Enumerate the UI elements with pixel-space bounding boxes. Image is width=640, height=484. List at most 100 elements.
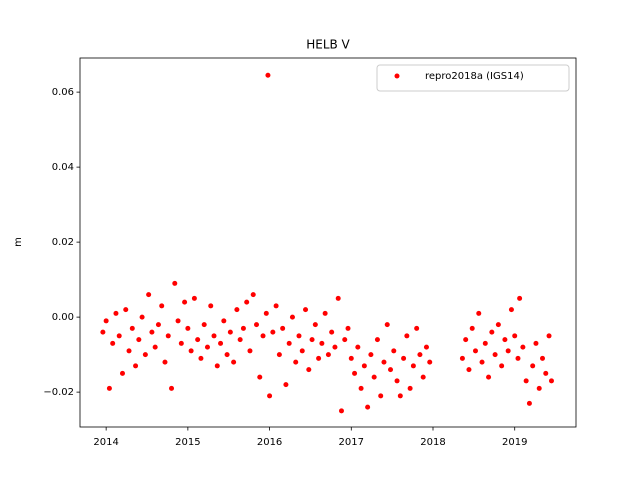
point [198,355,204,361]
point [162,359,168,365]
point [175,318,181,324]
point [499,363,505,369]
legend-label: repro2018a (IGS14) [425,71,524,82]
point [149,329,155,335]
point [286,340,292,346]
point [106,385,112,391]
legend-box [376,64,570,92]
x-tick-label: 2014 [93,437,118,448]
point [257,374,263,380]
point [469,325,475,331]
point [482,340,488,346]
point [283,382,289,388]
point [218,340,224,346]
point [410,363,416,369]
point [319,340,325,346]
point [512,333,518,339]
point [182,299,188,305]
point [423,344,429,350]
point [548,378,554,384]
point [139,314,145,320]
x-tick-label: 2015 [175,437,200,448]
point [388,367,394,373]
point [267,393,273,399]
y-axis-label: m [13,237,24,247]
point [224,352,230,358]
point [505,348,511,354]
legend-marker [394,73,400,79]
point [191,295,197,301]
point [420,374,426,380]
point [397,393,403,399]
point [250,292,256,298]
y-tick-label: 0.06 [52,87,74,98]
point [280,325,286,331]
point [123,307,129,313]
point [204,344,210,350]
point [533,340,539,346]
point [299,348,305,354]
point [237,337,243,343]
point [361,363,367,369]
point [495,322,501,328]
point [303,307,309,313]
point [240,325,246,331]
point [208,303,214,309]
point [515,355,521,361]
point [270,329,276,335]
point [165,333,171,339]
point [322,310,328,316]
point [133,363,139,369]
point [214,363,220,369]
point [345,325,351,331]
point [371,374,377,380]
point [201,322,207,328]
point [335,295,341,301]
x-tick-label: 2016 [257,437,282,448]
point [463,337,469,343]
point [227,329,233,335]
point [539,355,545,361]
point [427,359,433,365]
point [195,337,201,343]
point [129,325,135,331]
x-tick-label: 2019 [502,437,527,448]
point [391,348,397,354]
point [142,352,148,358]
point [116,333,122,339]
point [417,352,423,358]
point [289,314,295,320]
point [146,292,152,298]
chart-title: HELB V [306,38,350,52]
point [263,310,269,316]
point [113,310,119,316]
point [211,333,217,339]
point [459,355,465,361]
point [523,378,529,384]
point [378,393,384,399]
point [348,355,354,361]
point [159,303,165,309]
point [296,333,302,339]
point [338,408,344,414]
y-tick-label: −0.02 [43,387,74,398]
point [466,367,472,373]
point [381,359,387,365]
point [355,344,361,350]
point [332,344,338,350]
point [260,333,266,339]
point [486,374,492,380]
point [401,355,407,361]
y-tick-label: 0.04 [52,162,74,173]
point [221,318,227,324]
y-tick-label: 0.02 [52,237,74,248]
point [384,322,390,328]
point [188,348,194,354]
point [407,385,413,391]
point [312,322,318,328]
point [276,352,282,358]
point [234,307,240,313]
point [414,325,420,331]
point [508,307,514,313]
